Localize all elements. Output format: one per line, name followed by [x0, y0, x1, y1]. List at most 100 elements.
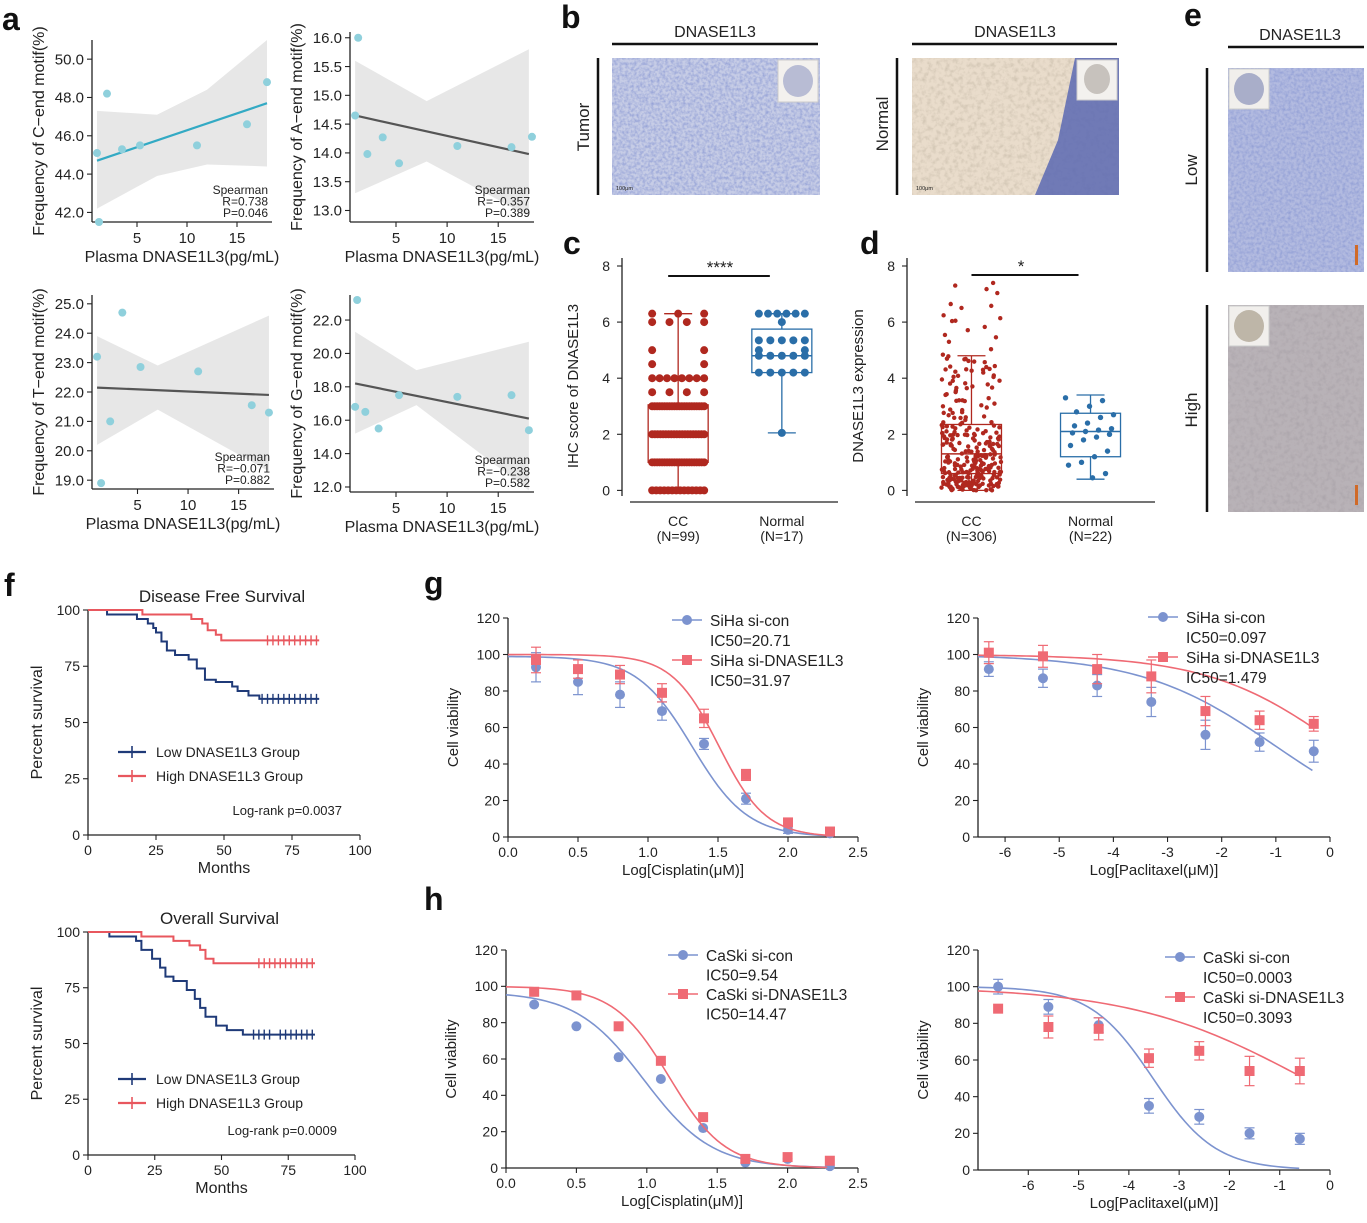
- data-point: [243, 120, 251, 129]
- data-point: [959, 420, 965, 425]
- y-axis-label: Frequency of A−end motif(%): [289, 23, 306, 231]
- data-point: [951, 446, 956, 452]
- y-tick-label: 40: [484, 756, 500, 772]
- data-point: [959, 451, 965, 456]
- data-point: [782, 1152, 793, 1163]
- data-point: [800, 309, 809, 318]
- x-tick-label: 0.5: [567, 1175, 587, 1191]
- data-point: [963, 381, 968, 386]
- survival-curve-low: [88, 931, 315, 1036]
- y-tick-label: 80: [482, 1015, 498, 1031]
- data-point: [976, 471, 982, 477]
- data-point: [943, 392, 948, 398]
- legend-label: SiHa si-DNASE1L3: [1186, 650, 1320, 667]
- data-point: [351, 402, 360, 411]
- y-tick-label: 4: [602, 370, 610, 386]
- data-point: [766, 336, 775, 345]
- data-point: [984, 364, 989, 370]
- data-point: [665, 388, 674, 397]
- y-tick-label: 50: [64, 714, 80, 730]
- data-point: [194, 367, 203, 376]
- x-tick-label: 5: [133, 230, 141, 247]
- data-point: [97, 479, 106, 488]
- y-axis-label: Cell viability: [915, 687, 932, 767]
- data-point: [118, 308, 127, 317]
- data-point: [943, 367, 948, 372]
- data-point: [699, 738, 709, 749]
- data-point: [960, 475, 965, 480]
- data-point: [971, 459, 977, 464]
- stats-text: P=0.582: [485, 476, 530, 490]
- y-tick-label: 6: [887, 314, 895, 330]
- x-tick-label: 2.5: [848, 844, 868, 860]
- data-point: [361, 407, 370, 416]
- y-tick-label: 20.0: [55, 443, 84, 460]
- panel-letter-a: a: [2, 1, 20, 37]
- data-point: [964, 385, 969, 391]
- data-point: [507, 143, 516, 152]
- data-point: [1143, 1053, 1154, 1064]
- data-point: [700, 430, 709, 439]
- y-tick-label: 4: [887, 370, 895, 386]
- x-tick-label: 25: [148, 842, 164, 858]
- data-point: [507, 391, 516, 400]
- y-tick-label: 100: [57, 602, 81, 618]
- stats-text: Spearman: [213, 183, 268, 197]
- data-point: [998, 316, 1003, 321]
- stats-text: P=0.882: [225, 473, 270, 487]
- data-point: [942, 470, 948, 476]
- x-tick-label: -2: [1215, 844, 1228, 860]
- legend-label: SiHa si-con: [1186, 610, 1265, 627]
- legend-marker: [1158, 652, 1168, 662]
- significance-stars: ****: [707, 258, 734, 277]
- x-tick-label: -1: [1270, 844, 1283, 860]
- group-n-label: (N=22): [1069, 528, 1112, 544]
- x-axis-label: Log[Paclitaxel(μM)]: [1090, 862, 1219, 879]
- data-point: [959, 467, 964, 472]
- data-point: [648, 360, 657, 369]
- row-label-low: Low: [1182, 154, 1201, 186]
- fit-curve-si-dnase1l3: [977, 654, 1313, 728]
- y-tick-label: 22.0: [55, 384, 84, 401]
- data-point: [354, 33, 363, 42]
- data-point: [988, 478, 993, 483]
- scatter-plot-g-end-motif: 12.0 14.0 16.0 18.0 20.0 22.0 5 10 15 Plasma DNAS…: [289, 288, 539, 536]
- data-point: [939, 467, 945, 472]
- data-point: [995, 441, 1000, 447]
- data-point: [789, 351, 798, 360]
- data-point: [993, 981, 1004, 992]
- data-point: [655, 1055, 666, 1066]
- x-axis-label: Plasma DNASE1L3(pg/mL): [86, 516, 281, 533]
- data-point: [766, 368, 775, 377]
- data-point: [941, 442, 946, 447]
- stats-text: R=−0.238: [477, 465, 530, 479]
- data-point: [700, 486, 709, 495]
- data-point: [948, 364, 953, 369]
- data-point: [939, 485, 944, 490]
- box-group-normal: Normal(N=22): [1059, 394, 1122, 544]
- data-point: [996, 437, 1001, 442]
- data-point: [193, 141, 201, 150]
- data-point: [965, 459, 970, 464]
- data-point: [971, 478, 976, 483]
- x-tick-label: 100: [343, 1162, 367, 1178]
- data-point: [977, 483, 983, 488]
- data-point: [990, 280, 996, 286]
- data-point: [983, 647, 994, 658]
- data-point: [992, 451, 997, 456]
- data-point: [950, 436, 955, 441]
- scatter-plot-c-end-motif: 42.0 44.0 46.0 48.0 50.0 5 10 15 Plasma DNASE1L3…: [31, 26, 279, 266]
- legend-label: Low DNASE1L3 Group: [156, 744, 300, 760]
- x-tick-label: 2.0: [778, 1175, 798, 1191]
- data-point: [1244, 1066, 1255, 1076]
- dose-response-caski-cisplatin: 0 20 40 60 80 100 120 0.0 0.5 1.0 1.5 2.0 2.5 Log[Cis…: [443, 942, 868, 1210]
- data-point: [963, 479, 969, 485]
- y-tick-label: 120: [947, 610, 971, 626]
- data-point: [1089, 475, 1096, 481]
- data-point: [754, 351, 763, 360]
- x-tick-label: CC: [668, 513, 688, 529]
- y-tick-label: 15.5: [313, 59, 342, 76]
- ihc-panel-b: DNASE1L3 DNASE1L3 Tumor Normal 100μm 100…: [574, 24, 1119, 195]
- x-tick-label: -3: [1161, 844, 1174, 860]
